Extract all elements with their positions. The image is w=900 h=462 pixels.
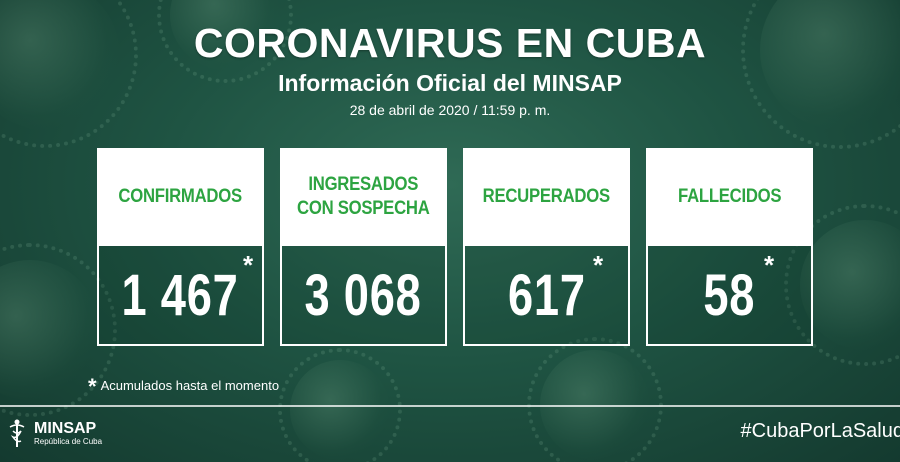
stat-value: 58 — [703, 262, 756, 328]
stat-card-header: INGRESADOS CON SOSPECHA — [280, 148, 447, 246]
stat-card-header: FALLECIDOS — [646, 148, 813, 246]
asterisk-marker: * — [764, 250, 775, 280]
stat-label: FALLECIDOS — [677, 185, 782, 209]
stat-label: RECUPERADOS — [483, 185, 610, 209]
hashtag: #CubaPorLaSalud — [740, 420, 900, 442]
logo-subtitle: República de Cuba — [34, 437, 103, 446]
stat-label: CONFIRMADOS — [118, 185, 243, 209]
stat-card-header: RECUPERADOS — [463, 148, 630, 246]
stat-card-fallecidos: FALLECIDOS 58 * — [646, 148, 813, 346]
stat-card-header: CONFIRMADOS — [97, 148, 264, 246]
footer-divider — [0, 405, 900, 407]
stat-card-ingresados: INGRESADOS CON SOSPECHA 3 068 — [280, 148, 447, 346]
stat-label-line: INGRESADOS — [308, 174, 419, 195]
report-date: 28 de abril de 2020 / 11:59 p. m. — [349, 102, 551, 118]
stat-label-line: CON SOSPECHA — [297, 198, 430, 219]
logo-text: MINSAP República de Cuba — [34, 421, 102, 447]
stat-card-body: 617 — [463, 246, 630, 346]
virus-decoration — [278, 348, 402, 462]
stat-label-line: FALLECIDOS — [677, 186, 782, 207]
virus-decoration — [784, 204, 900, 366]
logo-name: MINSAP — [34, 420, 97, 437]
stat-card-body: 1 467 — [97, 246, 264, 346]
stat-value: 617 — [507, 262, 586, 328]
minsap-logo: MINSAP República de Cuba — [6, 414, 126, 454]
stat-label-line: CONFIRMADOS — [118, 186, 243, 207]
stat-card-recuperados: RECUPERADOS 617 * — [463, 148, 630, 346]
stat-card-confirmados: CONFIRMADOS 1 467 * — [97, 148, 264, 346]
asterisk-marker: * — [593, 250, 604, 280]
page-subtitle: Información Oficial del MINSAP — [278, 70, 622, 96]
footnote: * Acumulados hasta el momento — [88, 374, 279, 400]
footnote-asterisk: * — [88, 374, 97, 399]
asterisk-marker: * — [243, 250, 254, 280]
footnote-text: Acumulados hasta el momento — [100, 378, 280, 393]
page-title: CORONAVIRUS EN CUBA — [193, 20, 707, 66]
stat-card-body: 3 068 — [280, 246, 447, 346]
stat-card-body: 58 — [646, 246, 813, 346]
stat-label: INGRESADOS CON SOSPECHA — [297, 173, 430, 221]
stat-label-line: RECUPERADOS — [482, 186, 611, 207]
stat-value: 1 467 — [121, 262, 240, 328]
stat-value: 3 068 — [304, 262, 423, 328]
virus-decoration — [0, 243, 117, 417]
caduceus-icon — [9, 419, 25, 447]
